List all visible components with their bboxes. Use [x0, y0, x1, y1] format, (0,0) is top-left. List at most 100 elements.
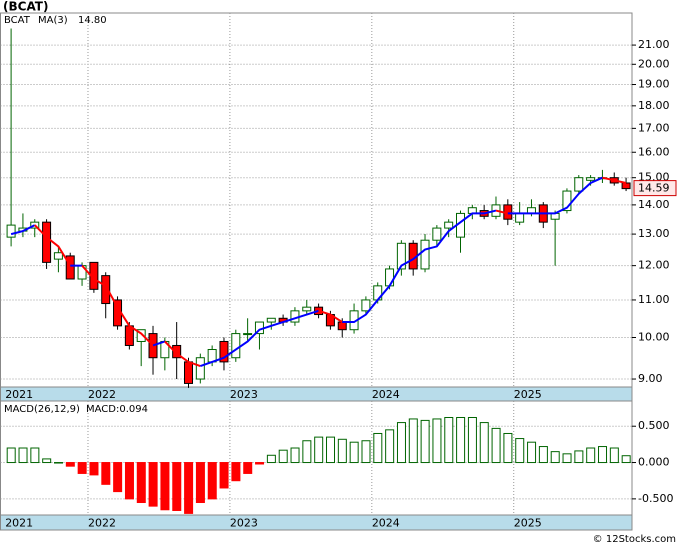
macd-bar: [6, 447, 16, 464]
candle-body: [219, 340, 229, 363]
legend-entry: MA(3): [38, 15, 68, 26]
macd-bar: [172, 462, 182, 511]
ma-line: [164, 340, 201, 368]
ma-line: [34, 224, 72, 267]
x-tick-label: 2023: [230, 517, 258, 530]
candle-body: [42, 221, 52, 263]
macd-bar: [243, 462, 253, 474]
y-tick-label: 12.00: [638, 259, 670, 272]
y-tick-label: 13.00: [638, 227, 670, 240]
candle-body: [243, 333, 253, 336]
x-tick-label: 2025: [514, 517, 542, 530]
candle-body: [621, 182, 631, 190]
macd-bar: [77, 462, 87, 474]
macd-bar: [278, 449, 288, 464]
macd-bar: [456, 416, 466, 464]
candle-body: [562, 190, 572, 212]
footer: © 12Stocks.com: [593, 534, 676, 545]
macd-bar: [184, 462, 194, 514]
macd-bar: [385, 429, 395, 464]
candle-body: [432, 227, 442, 241]
candle-body: [183, 361, 193, 384]
y-tick-label: 14.00: [638, 198, 670, 211]
x-tick-label: 2021: [5, 517, 33, 530]
macd-bar: [408, 418, 418, 464]
macd-bar: [148, 462, 158, 507]
candle-body: [148, 333, 158, 359]
macd-bar: [18, 447, 28, 464]
candle-body: [6, 224, 16, 238]
y-tick-label: 11.00: [638, 293, 670, 306]
macd-bar: [54, 462, 64, 464]
candle-body: [172, 344, 182, 359]
y-tick-label: 19.00: [638, 78, 670, 91]
macd-bar: [314, 436, 324, 464]
macd-bar: [515, 438, 525, 464]
macd-bar: [42, 458, 52, 464]
macd-bar: [113, 462, 123, 493]
candle-body: [574, 177, 584, 192]
macd-bar: [302, 440, 312, 464]
macd-bar: [396, 422, 406, 464]
candle-body: [515, 212, 525, 223]
macd-bar: [503, 432, 513, 464]
ma-line: [342, 209, 497, 324]
candle-body: [385, 268, 395, 287]
y-tick-label: 21.00: [638, 38, 670, 51]
ma-line: [318, 309, 343, 323]
y-tick-label: 9.00: [638, 372, 663, 385]
legend-entry: BCAT: [4, 15, 31, 26]
panel-title: MACD(26,12,9): [4, 404, 80, 415]
macd-bar: [30, 447, 40, 464]
x-tick-label: 2024: [372, 388, 400, 401]
chart-title: (BCAT): [3, 0, 48, 14]
candle-body: [444, 221, 454, 229]
macd-bar: [290, 447, 300, 464]
y-tick-label: 18.00: [638, 99, 670, 112]
macd-bar: [195, 462, 205, 504]
macd-bar: [420, 419, 430, 464]
macd-bar: [467, 416, 477, 464]
x-tick-label: 2022: [88, 517, 116, 530]
candle-body: [195, 357, 205, 380]
y-tick-label: 17.00: [638, 121, 670, 134]
candle-body: [101, 275, 111, 305]
x-tick-label: 2021: [5, 388, 33, 401]
x-tick-label: 2024: [372, 517, 400, 530]
y-tick-label: 0.500: [638, 419, 670, 432]
ma-line: [152, 340, 166, 347]
macd-bar: [432, 418, 442, 464]
legend-entry: MACD:0.094: [86, 404, 148, 415]
ma-line: [81, 264, 154, 347]
candle-body: [361, 299, 371, 312]
candle-body: [396, 242, 406, 270]
candle-body: [136, 329, 146, 342]
macd-bar: [527, 441, 537, 464]
macd-bar: [479, 422, 489, 464]
macd-bar: [586, 447, 596, 464]
macd-bar: [444, 416, 454, 464]
macd-bar: [101, 462, 111, 485]
y-tick-label: 10.00: [638, 331, 670, 344]
price-tag-label: 14.59: [638, 182, 670, 195]
y-tick-label: 0.000: [638, 456, 670, 469]
macd-bar: [562, 453, 572, 464]
macd-bar: [207, 462, 217, 500]
candle-body: [65, 255, 75, 280]
candle-body: [302, 306, 312, 312]
macd-bar: [255, 462, 265, 465]
macd-bar: [89, 462, 99, 476]
panel-frame: [0, 12, 633, 388]
macd-bar: [219, 462, 229, 489]
date-strip: [0, 514, 633, 531]
macd-bar: [361, 440, 371, 464]
ma-line: [495, 209, 509, 215]
macd-bar: [609, 447, 619, 464]
candle-body: [266, 317, 276, 323]
ma-line: [507, 176, 603, 215]
macd-bar: [124, 462, 134, 500]
macd-bar: [491, 427, 501, 464]
macd-bar: [349, 441, 359, 464]
macd-bar: [373, 432, 383, 464]
x-tick-label: 2025: [514, 388, 542, 401]
